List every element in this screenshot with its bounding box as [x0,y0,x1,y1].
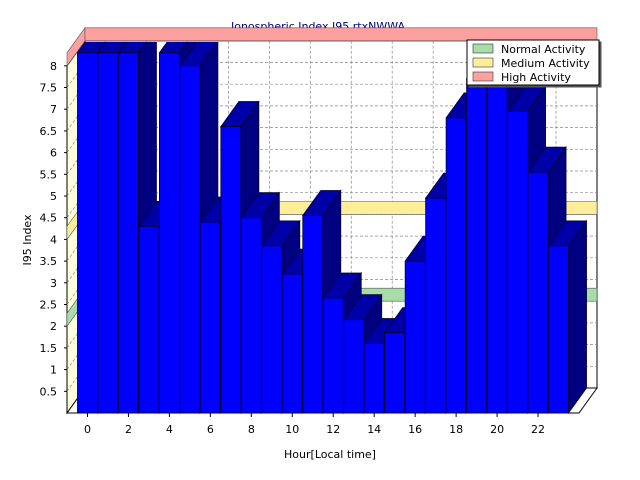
y-tick-label: 4 [50,233,57,246]
legend-label: Medium Activity [501,57,590,70]
bar-front [261,245,283,414]
bar-front [384,332,406,414]
bar-front [404,260,426,414]
bars [76,42,588,415]
bar-front [302,215,324,414]
x-tick-label: 0 [84,423,91,436]
x-tick-label: 6 [207,423,214,436]
legend-label: High Activity [501,71,571,84]
x-tick-label: 20 [490,423,504,436]
band-back [84,27,598,42]
bar-front [199,221,221,414]
bar-front [527,171,549,414]
y-tick-label: 2 [50,320,57,333]
x-tick-labels: 0 2 4 6 8 10 12 14 16 18 20 22 [84,413,545,436]
bar-front [445,117,467,414]
x-tick-label: 12 [326,423,340,436]
x-tick-label: 4 [166,423,173,436]
bar-front [77,52,98,414]
x-axis-label: Hour[Local time] [284,448,376,461]
bar-front [486,82,508,414]
legend-swatch [472,57,494,68]
y-tick-label: 6.5 [40,125,58,138]
bar-front [158,52,180,414]
y-tick-label: 5.5 [40,168,58,181]
x-tick-label: 2 [125,423,132,436]
x-tick-label: 10 [285,423,299,436]
bar-side [568,219,587,415]
y-tick-label: 6 [50,147,57,160]
bar-front [425,197,447,414]
x-tick-label: 14 [367,423,381,436]
legend-swatch [472,43,494,54]
bar-front [281,273,303,414]
bar-front [322,297,344,414]
y-tick-label: 7.5 [40,82,58,95]
y-tick-label: 4.5 [40,212,58,225]
y-tick-label: 1 [50,364,57,377]
y-tick-label: 2.5 [40,299,58,312]
bar-front [220,126,242,414]
bar-front [363,343,385,414]
x-tick-label: 18 [449,423,463,436]
bar-front [548,245,569,414]
y-tick-label: 3 [50,277,57,290]
bar-front [118,52,139,414]
y-tick-label: 7 [50,103,57,116]
x-tick-label: 16 [408,423,422,436]
legend-swatch [472,71,494,82]
bar-front [240,217,262,414]
y-tick-label: 5 [50,190,57,203]
bar-hour-23 [547,219,588,415]
x-tick-label: 22 [531,423,545,436]
bar-front [97,52,119,414]
bar-front [179,65,201,414]
y-tick-label: 3.5 [40,255,58,268]
y-axis-label: I95 Index [21,214,34,266]
y-tick-label: 1.5 [40,342,58,355]
bar-front [466,78,488,414]
bar-front [343,319,365,414]
legend-label: Normal Activity [501,43,586,56]
bar-front [138,225,160,414]
bar-front [507,110,528,414]
y-tick-label: 8 [50,60,57,73]
y-tick-labels: 0.5 1 1.5 2 2.5 3 3.5 4 4.5 5 5.5 6 6.5 7 7.5 8 [40,60,67,398]
y-tick-label: 0.5 [40,385,58,398]
x-tick-label: 8 [248,423,255,436]
